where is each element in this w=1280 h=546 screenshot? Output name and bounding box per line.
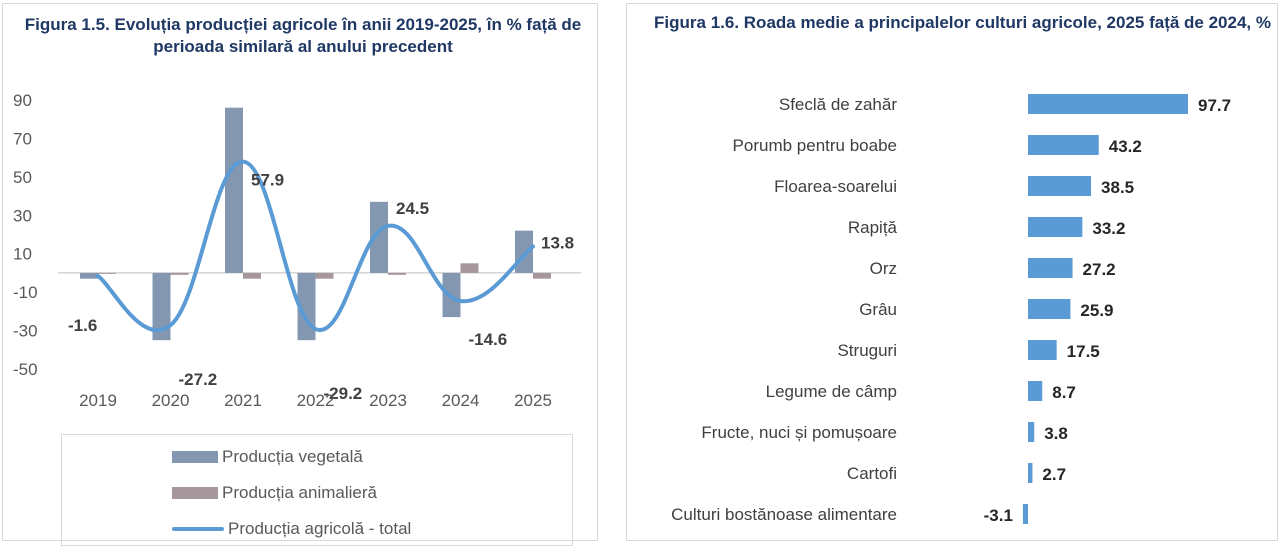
data-label-total: -14.6: [469, 330, 508, 349]
data-label-yield: 33.2: [1092, 219, 1125, 238]
bar-vegetal: [152, 272, 171, 341]
bar-animal: [533, 272, 551, 279]
legend-label: Producția vegetală: [222, 447, 363, 466]
chart-title: Figura 1.6. Roada medie a principalelor …: [654, 13, 1271, 32]
bar-yield: [1028, 340, 1057, 360]
bar-yield: [1028, 217, 1083, 237]
legend-line-total: [172, 527, 224, 531]
bar-animal: [388, 272, 406, 275]
bar-yield: [1028, 135, 1099, 155]
data-label-yield: 25.9: [1080, 301, 1113, 320]
bar-yield: [1028, 176, 1092, 196]
data-label-yield: 38.5: [1101, 178, 1134, 197]
bar-vegetal: [515, 230, 533, 273]
line-bar-chart: 90 70 50 30 10 -10 -30 -50 -1.6 -27.2 57.9 -29.2 24.…: [13, 91, 581, 410]
chart-title: Figura 1.5. Evoluția producției agricole…: [24, 15, 582, 56]
data-label-yield: 43.2: [1109, 137, 1142, 156]
x-tick-label: 2025: [514, 391, 552, 410]
chart-panel-production-evolution: Figura 1.5. Evoluția producției agricole…: [2, 3, 598, 546]
x-tick-label: 2022: [297, 391, 335, 410]
x-tick-label: 2023: [369, 391, 407, 410]
horizontal-bar-chart: Sfeclă de zahăr 97.7 Porumb pentru boabe 43…: [671, 94, 1231, 525]
data-label-total: -29.2: [324, 384, 363, 403]
bar-animal: [170, 272, 189, 275]
data-label-yield: 27.2: [1083, 260, 1116, 279]
bar-vegetal: [370, 201, 388, 273]
category-label: Struguri: [837, 341, 897, 360]
x-tick-label: 2019: [79, 391, 117, 410]
y-tick-label: -50: [13, 360, 38, 379]
bar-animal: [243, 272, 261, 279]
legend-item-animal: Producția animalieră: [172, 481, 377, 505]
legend-label: Producția agricolă - total: [228, 519, 412, 538]
category-label: Sfeclă de zahăr: [779, 95, 897, 114]
legend-item-total: Producția agricolă - total: [172, 517, 411, 541]
data-label-yield: 17.5: [1067, 342, 1100, 361]
chart-panel-crop-yield: Figura 1.6. Roada medie a principalelor …: [626, 3, 1278, 541]
category-label: Culturi bostănoase alimentare: [671, 505, 897, 524]
legend-swatch-vegetal: [172, 451, 218, 463]
y-tick-label: 10: [13, 245, 32, 264]
bar-vegetal: [80, 272, 98, 279]
category-label: Cartofi: [847, 464, 897, 483]
bar-vegetal: [225, 107, 243, 273]
bar-yield: [1028, 463, 1033, 483]
bar-yield: [1028, 299, 1071, 319]
data-label-total: -27.2: [179, 370, 218, 389]
x-tick-label: 2024: [442, 391, 480, 410]
x-tick-label: 2020: [152, 391, 190, 410]
data-label-total: 13.8: [541, 233, 574, 252]
bar-animal: [460, 263, 479, 273]
data-label-yield: 97.7: [1198, 96, 1231, 115]
y-tick-label: 50: [13, 168, 32, 187]
category-label: Floarea-soarelui: [774, 177, 897, 196]
bar-animal: [98, 272, 116, 274]
data-label-yield: 3.8: [1044, 424, 1068, 443]
bar-yield: [1028, 258, 1073, 278]
y-tick-label: 90: [13, 91, 32, 110]
y-tick-label: -30: [13, 322, 38, 341]
line-total: [96, 159, 535, 333]
category-label: Legume de câmp: [766, 382, 897, 401]
data-label-yield: -3.1: [984, 506, 1013, 525]
data-label-total: -1.6: [68, 316, 97, 335]
data-label-yield: 2.7: [1042, 465, 1066, 484]
bar-animal: [315, 272, 334, 279]
bar-yield: [1028, 422, 1035, 442]
bar-yield: [1028, 94, 1188, 114]
y-tick-label: -10: [13, 283, 38, 302]
legend-item-vegetal: Producția vegetală: [172, 445, 363, 469]
legend-label: Producția animalieră: [222, 483, 377, 502]
data-label-total: 24.5: [396, 199, 429, 218]
category-label: Orz: [870, 259, 897, 278]
data-label-yield: 8.7: [1052, 383, 1076, 402]
category-label: Rapiță: [848, 218, 898, 237]
category-label: Fructe, nuci și pomușoare: [701, 423, 897, 442]
chart-legend: Producția vegetală Producția animalieră …: [61, 434, 573, 546]
category-label: Grâu: [859, 300, 897, 319]
bar-yield: [1028, 381, 1043, 401]
y-tick-label: 70: [13, 129, 32, 148]
legend-swatch-animal: [172, 487, 218, 499]
bar-yield: [1022, 504, 1028, 524]
x-tick-label: 2021: [224, 391, 262, 410]
category-label: Porumb pentru boabe: [733, 136, 897, 155]
y-tick-label: 30: [13, 206, 32, 225]
data-label-total: 57.9: [251, 171, 284, 190]
